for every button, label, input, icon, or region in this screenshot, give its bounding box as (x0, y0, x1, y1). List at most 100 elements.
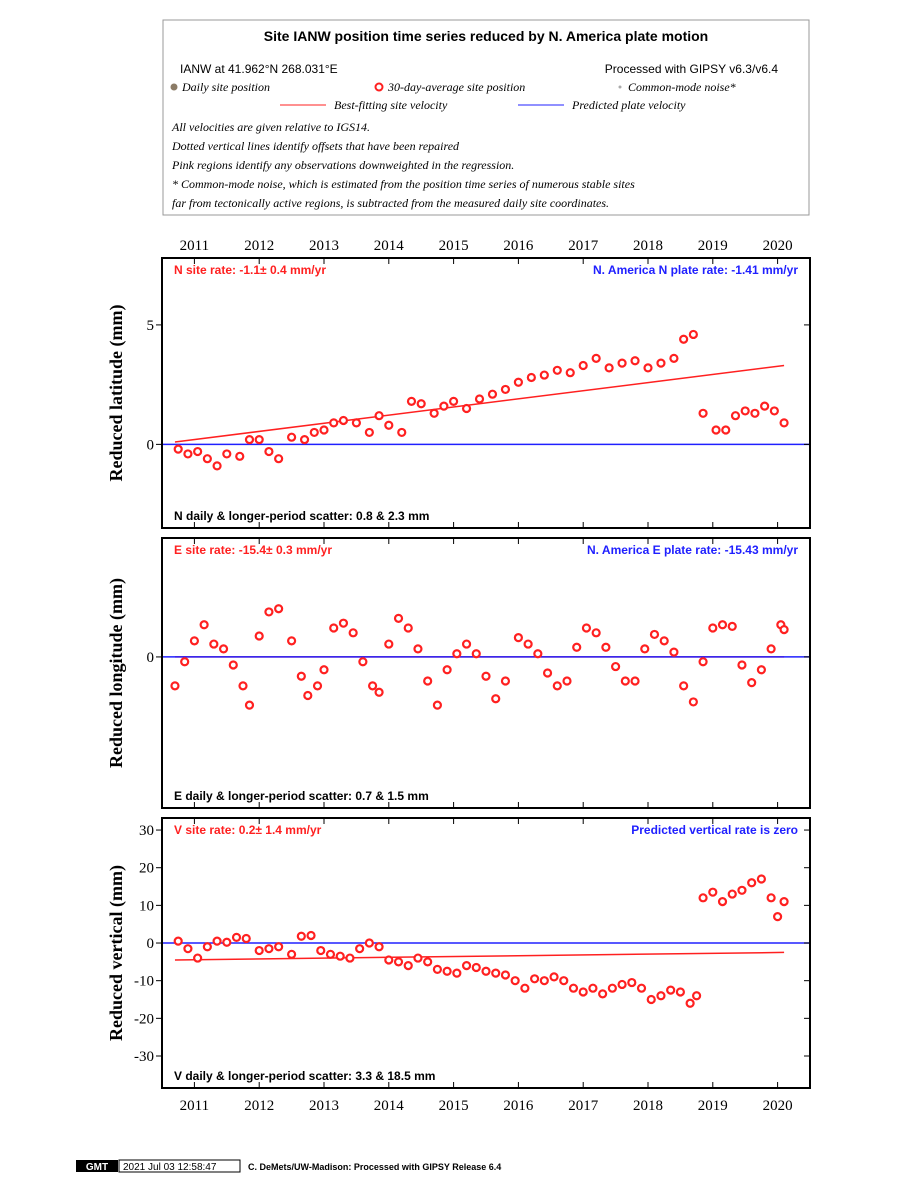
average-point (338, 618, 349, 628)
average-point (581, 623, 592, 633)
y-tick-label: -20 (134, 1011, 154, 1027)
plate-label: N. America E plate rate: -15.43 mm/yr (587, 543, 798, 557)
average-point (549, 972, 559, 982)
average-point (601, 642, 611, 652)
x-tick-label: 2016 (503, 1098, 534, 1114)
average-point (442, 665, 452, 675)
average-point (406, 396, 417, 406)
x-tick-label: 2012 (244, 1098, 274, 1114)
legend-daily: Daily site position (181, 80, 270, 94)
average-point (500, 676, 511, 686)
average-point (717, 620, 728, 630)
y-tick-label: 0 (147, 437, 155, 453)
average-point (640, 644, 650, 654)
average-point (296, 671, 306, 681)
x-tick-label: 2019 (698, 1098, 728, 1114)
plot-area (162, 258, 810, 528)
average-point (403, 623, 413, 633)
average-point (218, 644, 229, 654)
average-point (513, 377, 524, 387)
average-point (212, 461, 222, 471)
average-point (193, 446, 203, 457)
average-point (675, 987, 686, 997)
average-point (209, 639, 219, 649)
average-point (238, 681, 248, 691)
average-point (604, 363, 614, 373)
average-point (254, 631, 264, 641)
x-tick-label-top: 2016 (503, 238, 534, 254)
processed: Processed with GIPSY v6.3/v6.4 (605, 62, 779, 76)
average-point (481, 966, 491, 976)
note: All velocities are given relative to IGS… (171, 120, 370, 134)
average-point (526, 372, 536, 383)
average-point (539, 370, 549, 380)
average-point (193, 953, 203, 963)
y-tick-label: -30 (134, 1049, 154, 1065)
average-point (559, 976, 569, 986)
average-point (666, 985, 676, 995)
average-point (222, 937, 232, 947)
average-point (202, 454, 212, 464)
average-point (708, 887, 718, 897)
x-tick-label-top: 2014 (374, 238, 405, 254)
panel-frame (161, 817, 811, 1089)
rate-label: V site rate: 0.2± 1.4 mm/yr (174, 823, 322, 837)
average-point (461, 639, 472, 649)
legend-average: 30-day-average site position (387, 80, 525, 94)
average-point (491, 694, 501, 704)
average-point (487, 389, 498, 399)
average-point (779, 625, 789, 635)
panel-frame (161, 537, 811, 809)
average-point (351, 418, 361, 428)
x-tick-label: 2017 (568, 1098, 599, 1114)
average-point (591, 628, 601, 638)
average-point (659, 636, 669, 646)
average-point (358, 657, 368, 667)
average-point (552, 681, 562, 691)
average-point (452, 649, 462, 659)
x-tick-label: 2013 (309, 1098, 339, 1114)
average-point (306, 930, 316, 941)
average-point (500, 970, 511, 980)
average-point (491, 968, 501, 978)
average-point (698, 408, 708, 418)
site-info: IANW at 41.962°N 268.031°E (180, 62, 338, 76)
average-point (688, 329, 698, 340)
average-point (630, 356, 640, 366)
average-point (439, 401, 449, 411)
average-point (423, 676, 433, 686)
average-point (730, 411, 741, 421)
y-axis-label: Reduced vertical (mm) (106, 865, 127, 1041)
y-tick-label: 30 (139, 823, 154, 839)
average-point (384, 955, 394, 965)
average-point (481, 671, 491, 681)
average-point (471, 649, 481, 659)
average-point (520, 983, 530, 993)
average-point (474, 394, 485, 404)
average-point (413, 953, 423, 963)
average-point (552, 365, 562, 375)
y-tick-label: 10 (139, 898, 154, 914)
legend-noise: Common-mode noise* (628, 80, 736, 94)
x-tick-label-top: 2017 (568, 238, 599, 254)
average-point (374, 411, 384, 421)
average-point (212, 936, 222, 946)
average-point (296, 931, 306, 941)
average-point (384, 420, 394, 430)
average-point (708, 623, 718, 633)
average-point (779, 418, 789, 428)
average-point (766, 893, 776, 903)
average-point (244, 434, 255, 445)
note: * Common-mode noise, which is estimated … (172, 177, 635, 191)
average-point (374, 942, 384, 952)
scatter-label: V daily & longer-period scatter: 3.3 & 1… (174, 1069, 435, 1083)
average-point (329, 418, 339, 428)
average-point (432, 700, 442, 710)
average-point (274, 604, 284, 614)
timestamp-box (118, 1159, 241, 1173)
average-point (685, 998, 695, 1008)
x-tick-label: 2011 (180, 1098, 209, 1114)
rate-label: N site rate: -1.1± 0.4 mm/yr (174, 263, 326, 277)
average-point (183, 449, 193, 459)
average-point (630, 676, 640, 686)
